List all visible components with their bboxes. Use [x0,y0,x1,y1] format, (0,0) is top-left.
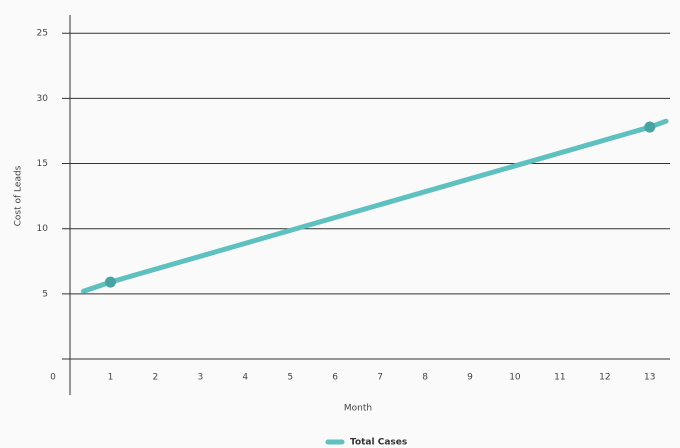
point [644,121,656,133]
x-tick-label: 8 [422,373,428,383]
x-axis-label: Month [344,404,372,414]
x-tick-label: 1 [108,373,114,383]
x-tick-label: 7 [377,373,383,383]
x-tick-label: 11 [554,373,565,383]
x-tick-label: 5 [287,373,293,383]
x-tick-label: 6 [332,373,338,383]
y-axis-label: Cost of Leads [14,165,24,226]
x-tick-label: 3 [197,373,203,383]
point [104,276,116,288]
x-tick-label: 2 [153,373,159,383]
series-line [81,118,669,294]
x-tick-label: 12 [599,373,610,383]
x-tick-label: 4 [242,373,248,383]
y-tick-label: 10 [37,224,49,234]
y-tick-label: 30 [37,94,49,104]
x-tick-label: 10 [509,373,521,383]
y-tick-label: 0 [50,373,56,383]
x-tick-label: 13 [644,373,655,383]
y-tick-label: 25 [37,29,48,39]
legend-label: Total Cases [350,438,407,448]
y-tick-label: 15 [37,159,48,169]
y-tick-label: 5 [42,289,48,299]
x-tick-label: 9 [467,373,473,383]
